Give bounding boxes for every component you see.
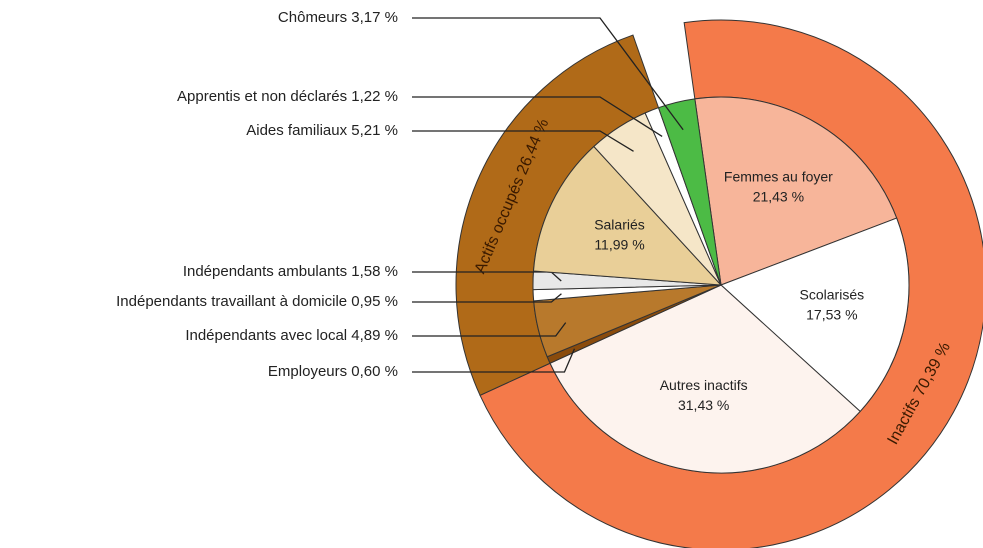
inner-slice [694, 96, 898, 286]
slice-category: Apprentis et non déclarés [177, 88, 347, 105]
slice-category: Chômeurs [278, 9, 347, 26]
slice-category: Employeurs [268, 363, 347, 380]
leader-line [412, 130, 634, 152]
slice-label: Apprentis et non déclarés 1,22 % [177, 88, 398, 105]
inner-slice [532, 145, 723, 286]
slice-value-label: 0,95 % [351, 293, 398, 310]
slice-value-label: 4,89 % [351, 327, 398, 344]
leader-line [412, 348, 576, 373]
slice-label: Indépendants ambulants 1,58 % [183, 263, 398, 280]
slice-value-label: 1,22 % [351, 88, 398, 105]
slice-category: Autres inactifs [660, 377, 748, 393]
slice-category: Indépendants travaillant à domicile [116, 293, 347, 310]
slice-category: Aides familiaux [246, 122, 347, 139]
inner-slice [720, 217, 910, 413]
slice-label: Chômeurs 3,17 % [278, 9, 398, 26]
slice-label: Indépendants avec local 4,89 % [185, 327, 398, 344]
inner-slice [549, 284, 861, 474]
slice-category: Indépendants avec local [185, 327, 347, 344]
slice-value-label: 11,99 % [594, 237, 644, 253]
slice-value-label: 5,21 % [351, 122, 398, 139]
leader-line [412, 322, 567, 337]
slice-category: Femmes au foyer [724, 169, 833, 185]
slice-label: Aides familiaux 5,21 % [246, 122, 398, 139]
slice-category: Scolarisés [800, 287, 865, 303]
slice-value-label: 1,58 % [351, 263, 398, 280]
slice-value-label: 21,43 % [753, 189, 804, 205]
inner-slice [657, 98, 722, 286]
leader-line [412, 17, 684, 131]
slice-value-label: 31,43 % [678, 397, 729, 413]
slice-value-label: 3,17 % [351, 9, 398, 26]
slice-category: Salariés [594, 217, 645, 233]
leader-line [412, 96, 663, 137]
slice-value-label: 17,53 % [806, 307, 857, 323]
leader-line [412, 293, 562, 303]
slice-value-label: 0,60 % [351, 363, 398, 380]
slice-label: Employeurs 0,60 % [268, 363, 398, 380]
slice-category: Indépendants ambulants [183, 263, 347, 280]
slice-label: Indépendants travaillant à domicile 0,95… [116, 293, 398, 310]
